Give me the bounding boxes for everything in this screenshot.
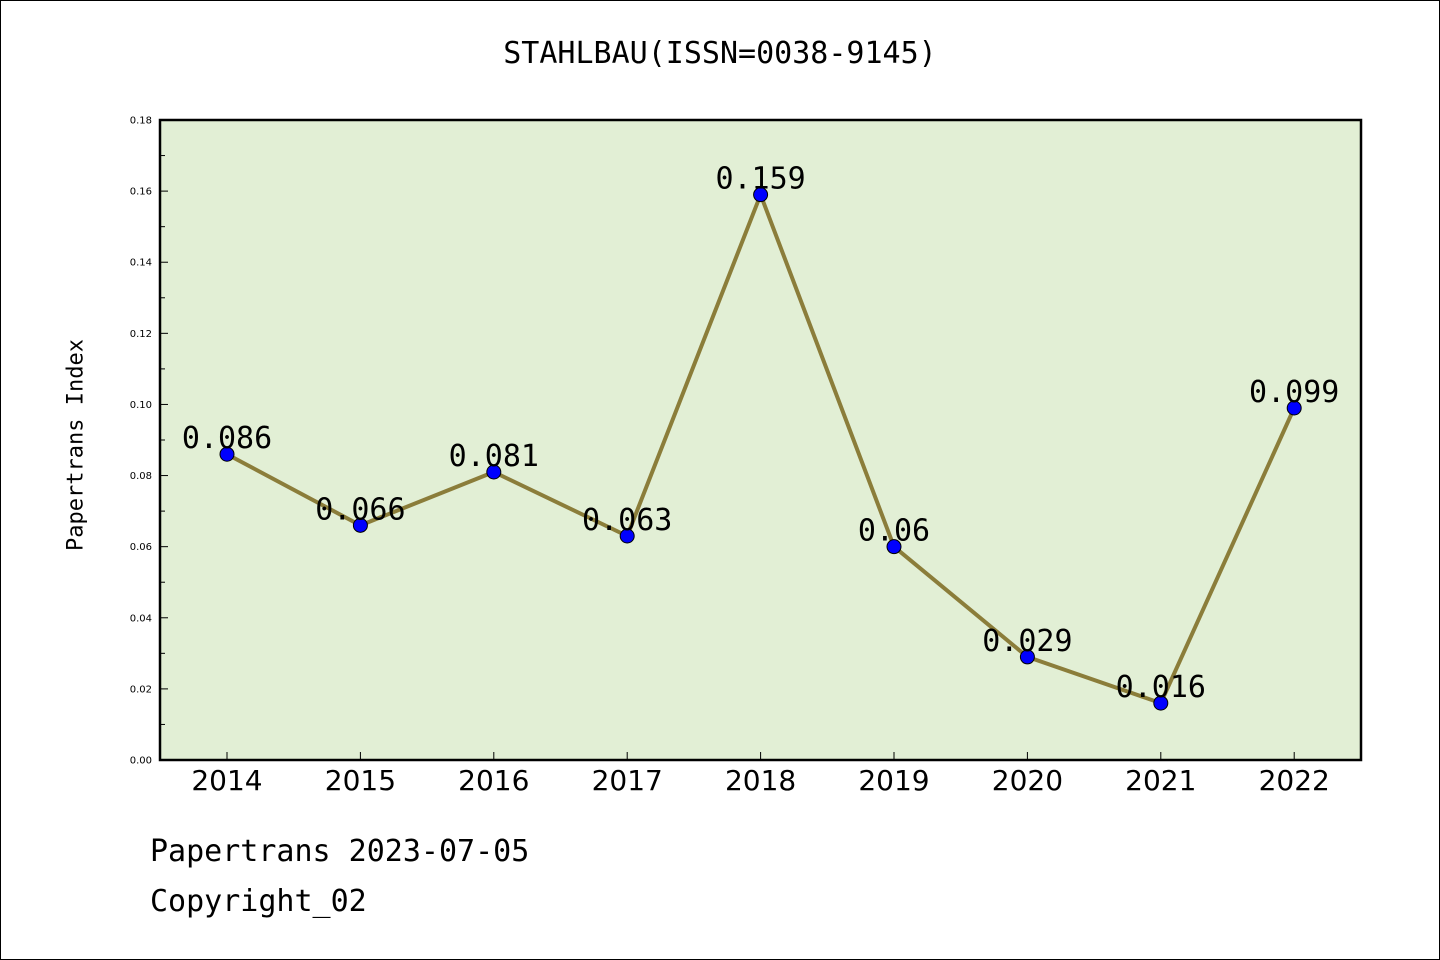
x-tick-label: 2021	[1125, 764, 1196, 797]
data-label: 0.099	[1249, 375, 1339, 410]
data-point	[886, 539, 902, 555]
plot-border	[158, 118, 1363, 762]
y-tick-label: 0.18	[130, 116, 152, 127]
data-point	[219, 446, 235, 462]
y-tick-label: 0.12	[130, 329, 152, 340]
y-tick-label: 0.02	[130, 684, 152, 695]
chart-title: STAHLBAU(ISSN=0038-9145)	[503, 36, 937, 71]
footer-date: Papertrans 2023-07-05	[150, 834, 530, 869]
x-tick-label: 2019	[858, 764, 929, 797]
data-point	[753, 187, 769, 203]
footer-copyright: Copyright_02	[150, 884, 367, 919]
x-tick-label: 2015	[325, 764, 396, 797]
y-tick-label: 0.14	[130, 258, 152, 269]
plot-area	[160, 120, 1361, 760]
x-tick-label: 2022	[1259, 764, 1330, 797]
y-tick-label: 0.00	[130, 756, 152, 767]
data-label: 0.06	[858, 514, 930, 549]
x-tick-label: 2016	[458, 764, 529, 797]
data-label: 0.066	[315, 492, 405, 527]
x-tick-label: 2014	[191, 764, 262, 797]
data-point	[1019, 649, 1035, 665]
data-point	[619, 528, 635, 544]
data-point	[1153, 695, 1169, 711]
data-label: 0.086	[182, 421, 272, 456]
data-label: 0.159	[715, 162, 805, 197]
y-tick-label: 0.04	[130, 613, 152, 624]
data-point	[1286, 400, 1302, 416]
y-tick-label: 0.06	[130, 542, 152, 553]
y-tick-label: 0.10	[130, 400, 152, 411]
data-label: 0.016	[1116, 670, 1206, 705]
data-label: 0.063	[582, 503, 672, 538]
data-point	[352, 517, 368, 533]
x-tick-label: 2017	[592, 764, 663, 797]
x-tick-label: 2020	[992, 764, 1063, 797]
data-point	[486, 464, 502, 480]
data-label: 0.029	[982, 624, 1072, 659]
data-label: 0.081	[449, 439, 539, 474]
x-tick-label: 2018	[725, 764, 796, 797]
y-tick-label: 0.08	[130, 471, 152, 482]
y-tick-label: 0.16	[130, 187, 152, 198]
